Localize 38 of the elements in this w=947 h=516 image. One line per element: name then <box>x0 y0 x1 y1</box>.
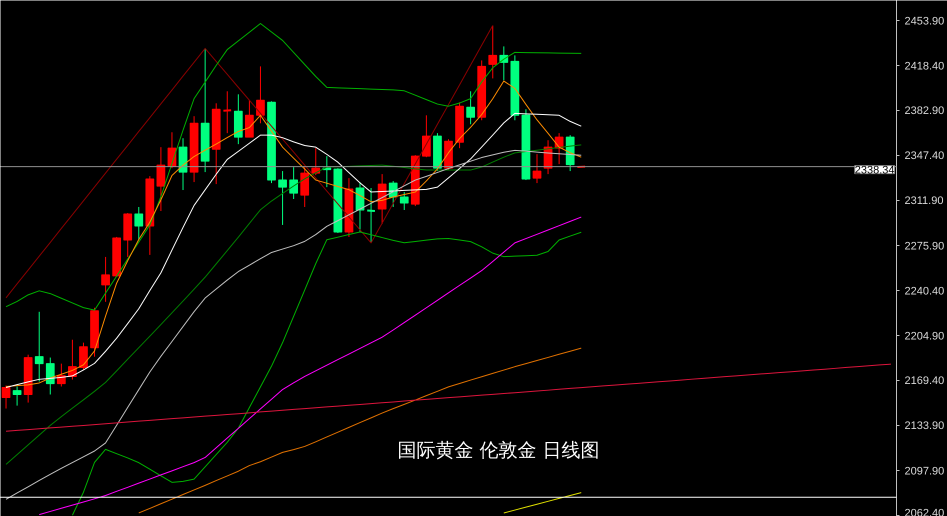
candlestick <box>2 385 10 410</box>
candlestick <box>289 166 298 200</box>
candlestick <box>400 192 409 211</box>
candlestick <box>278 170 287 226</box>
annotation: 国际黄金 伦敦金 日线图 <box>398 440 600 462</box>
candlestick <box>256 66 265 124</box>
y-tick-label: 2133.90 <box>904 420 944 432</box>
y-tick-label: 2453.90 <box>904 15 944 28</box>
y-tick-label: 2418.40 <box>904 60 944 72</box>
candlestick <box>134 206 144 240</box>
candlestick <box>101 256 110 302</box>
line-series <box>6 23 582 311</box>
y-tick-label: 2240.40 <box>904 285 944 298</box>
candlestick <box>466 90 475 125</box>
candlestick <box>366 188 376 244</box>
candlestick <box>300 166 310 208</box>
line-series <box>503 492 582 514</box>
candlestick <box>79 342 88 370</box>
y-tick-label: 2204.90 <box>904 330 944 342</box>
line-series <box>6 364 892 432</box>
candlestick <box>156 146 166 212</box>
candlestick <box>488 25 498 79</box>
candlestick <box>168 132 176 169</box>
y-tick-label: 2169.40 <box>904 375 944 388</box>
y-tick-label: 2382.90 <box>904 105 944 118</box>
candlestick <box>532 154 542 184</box>
y-tick-label: 2275.90 <box>904 240 944 253</box>
y-tick-label: 2097.90 <box>904 466 944 478</box>
candlestick <box>12 386 22 406</box>
line-series <box>138 348 582 514</box>
candlestick <box>34 311 44 382</box>
line-series <box>6 25 494 298</box>
ref-line-label: 2338.34 <box>854 164 895 177</box>
candlestick <box>356 182 364 233</box>
y-tick-label: 2347.40 <box>904 150 944 162</box>
candlestick <box>222 90 232 134</box>
y-tick-label: 2311.90 <box>904 195 944 208</box>
candlestick <box>245 100 254 138</box>
